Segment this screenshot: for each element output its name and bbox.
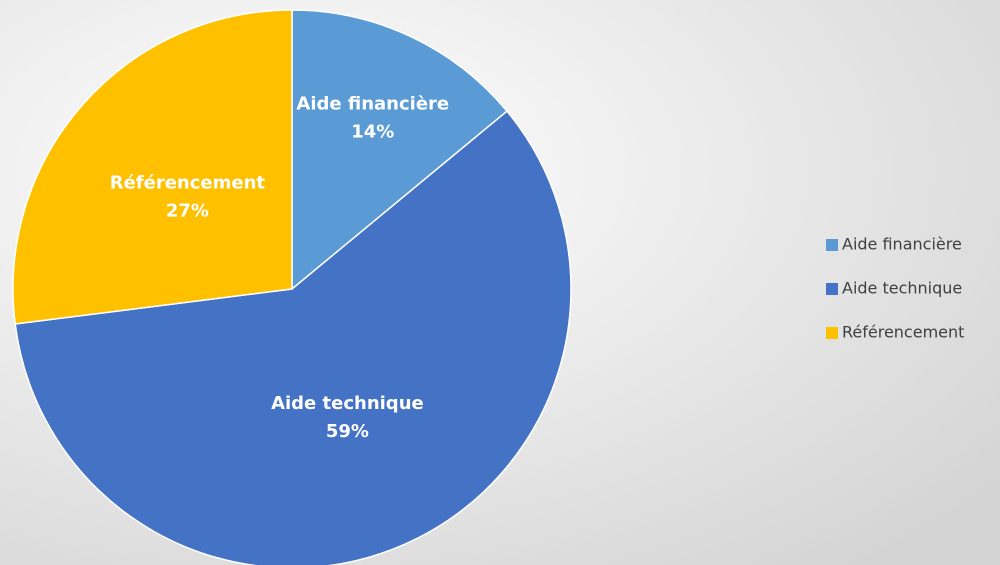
pie-slice [14,110,572,565]
slice-label: Aide technique [271,393,424,414]
legend-label: Aide technique [842,279,962,298]
slice-value-label: 59% [326,421,369,442]
slice-label: Aide financière [296,93,449,114]
pie-slice [12,9,293,325]
pie-slice [291,9,509,291]
slice-label: Référencement [110,173,266,194]
slice-value-label: 27% [166,201,209,222]
legend-label: Aide financière [842,235,962,254]
legend-label: Référencement [842,323,964,342]
slice-value-label: 14% [351,121,394,142]
legend-swatch [826,327,838,339]
legend-swatch [826,239,838,251]
legend-swatch [826,283,838,295]
